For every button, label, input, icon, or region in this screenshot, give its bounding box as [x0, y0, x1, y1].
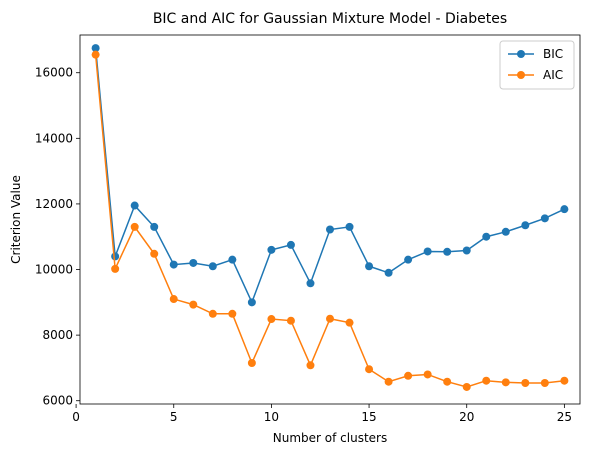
y-axis-ticks: 6000 8000 10000 12000 14000 16000: [35, 66, 80, 408]
aic-point: [560, 376, 569, 385]
bic-point: [365, 262, 374, 271]
bic-point: [560, 205, 569, 214]
aic-point: [91, 50, 100, 59]
bic-point: [169, 260, 178, 269]
bic-point: [228, 255, 237, 264]
aic-point: [404, 371, 413, 380]
aic-point: [365, 365, 374, 374]
bic-point: [91, 44, 100, 53]
x-axis-label: Number of clusters: [273, 431, 387, 445]
bic-point: [521, 221, 530, 230]
bic-point: [482, 232, 491, 241]
aic-point: [208, 309, 217, 318]
bic-point: [267, 245, 276, 254]
bic-point: [130, 201, 139, 210]
aic-point: [247, 359, 256, 367]
legend-aic-label: AIC: [543, 68, 563, 82]
bic-point: [150, 222, 159, 231]
plot-frame: [79, 34, 581, 405]
series-bic: [91, 44, 569, 307]
x-tick-label: 20: [459, 410, 474, 424]
y-tick-label: 10000: [35, 263, 73, 277]
bic-point: [286, 240, 295, 249]
aic-point: [306, 361, 315, 370]
aic-point: [189, 300, 198, 309]
legend-bic-label: BIC: [543, 47, 563, 61]
aic-point: [326, 314, 334, 323]
legend-aic-marker: [517, 71, 525, 79]
aic-point: [540, 379, 549, 388]
y-tick-label: 12000: [35, 197, 73, 211]
aic-point: [462, 382, 471, 391]
series-aic: [91, 50, 569, 391]
aic-point: [482, 376, 491, 385]
aic-point: [423, 370, 432, 379]
bic-point: [208, 262, 217, 271]
x-tick-label: 10: [264, 410, 279, 424]
aic-point: [501, 378, 510, 387]
bic-point: [501, 227, 510, 236]
y-axis-label: Criterion Value: [9, 175, 23, 264]
aic-point: [443, 377, 452, 386]
aic-point: [286, 316, 295, 325]
bic-point: [247, 298, 256, 307]
y-tick-label: 8000: [42, 328, 73, 342]
bic-point: [423, 247, 432, 256]
aic-point: [345, 318, 354, 327]
bic-point: [345, 222, 354, 231]
bic-point: [443, 247, 452, 256]
aic-point: [384, 377, 393, 386]
bic-point: [189, 258, 198, 267]
plot-content: [91, 44, 569, 391]
aic-point: [130, 222, 139, 231]
x-tick-label: 15: [361, 410, 376, 424]
aic-point: [228, 309, 237, 318]
legend-bic-marker: [517, 50, 525, 58]
x-axis-ticks: 0 5 10 15 20 25: [72, 404, 572, 424]
bic-point: [404, 255, 413, 264]
x-tick-label: 0: [72, 410, 80, 424]
x-tick-label: 5: [170, 410, 178, 424]
bic-point: [306, 279, 315, 288]
aic-point: [150, 249, 159, 258]
bic-point: [326, 225, 334, 234]
aic-point: [111, 264, 120, 273]
x-tick-label: 25: [557, 410, 572, 424]
bic-point: [462, 246, 471, 255]
bic-point: [540, 214, 549, 223]
bic-point: [111, 252, 120, 261]
y-tick-label: 16000: [35, 66, 73, 80]
y-tick-label: 6000: [42, 394, 73, 408]
y-tick-label: 14000: [35, 131, 73, 145]
aic-point: [267, 315, 276, 324]
bic-point: [384, 268, 393, 277]
chart-title: BIC and AIC for Gaussian Mixture Model -…: [153, 11, 507, 27]
legend: BIC AIC: [499, 40, 575, 90]
aic-point: [521, 379, 530, 388]
aic-point: [169, 295, 178, 304]
